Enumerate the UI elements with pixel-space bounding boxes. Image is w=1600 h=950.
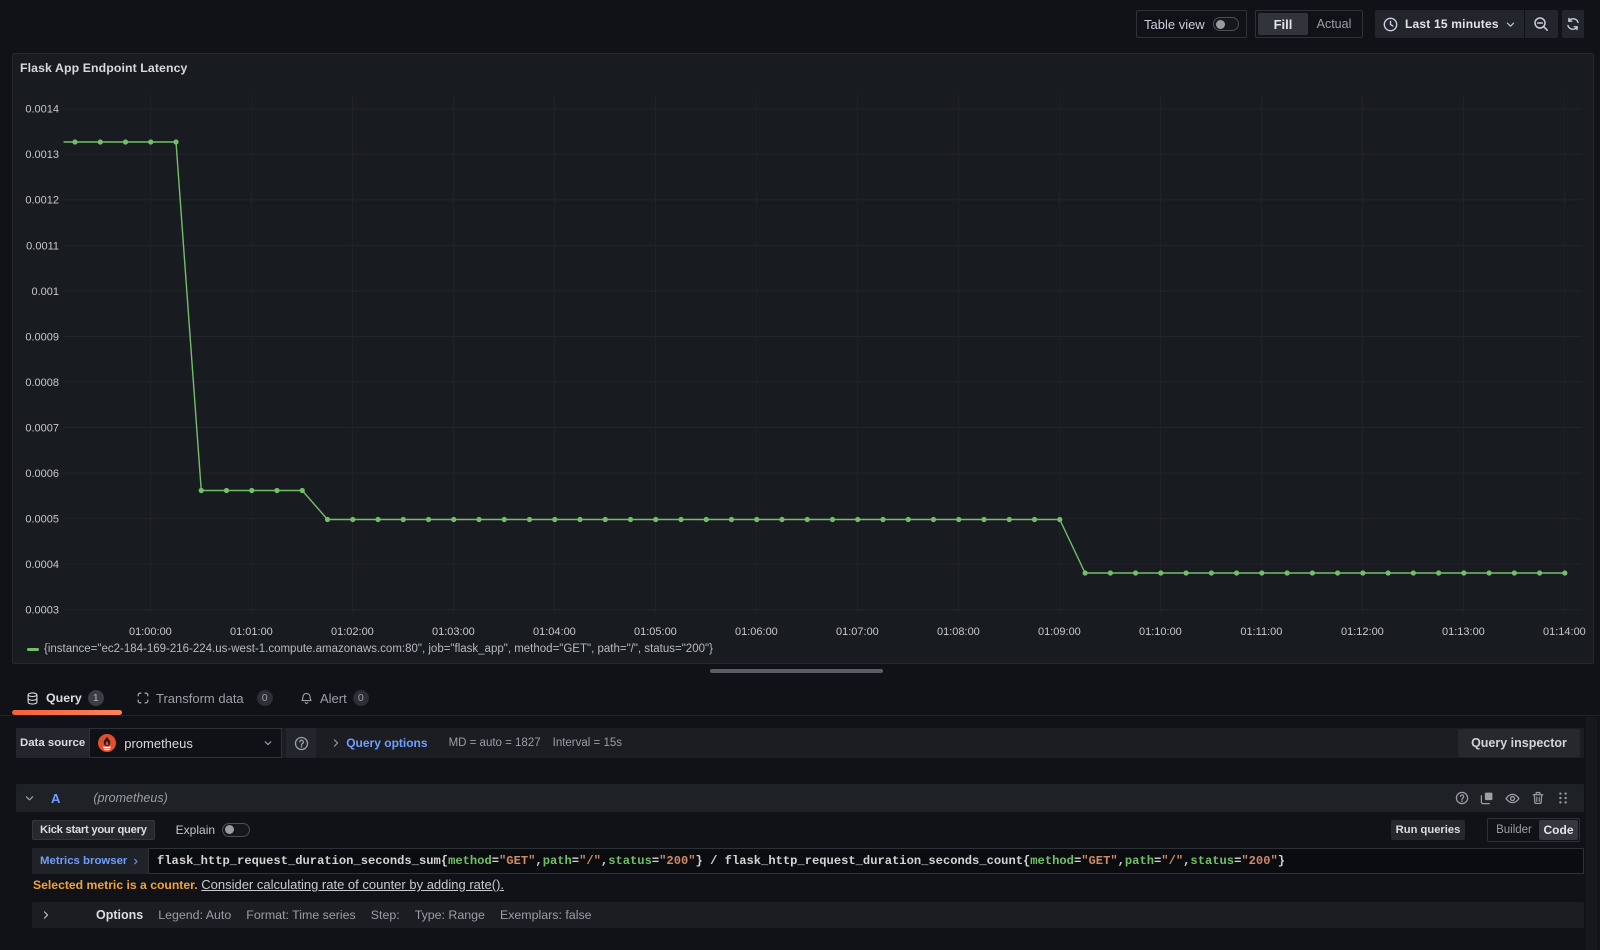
svg-text:01:09:00: 01:09:00 xyxy=(1038,626,1081,638)
svg-text:0.0009: 0.0009 xyxy=(25,331,59,343)
svg-text:01:07:00: 01:07:00 xyxy=(836,626,879,638)
svg-text:0.0008: 0.0008 xyxy=(25,377,59,389)
svg-text:01:14:00: 01:14:00 xyxy=(1543,626,1586,638)
svg-text:0.0007: 0.0007 xyxy=(25,422,59,434)
svg-text:0.0013: 0.0013 xyxy=(25,149,59,161)
svg-text:01:02:00: 01:02:00 xyxy=(331,626,374,638)
svg-text:0.0014: 0.0014 xyxy=(25,104,59,116)
svg-text:0.0005: 0.0005 xyxy=(25,513,59,525)
svg-text:01:05:00: 01:05:00 xyxy=(634,626,677,638)
svg-text:01:11:00: 01:11:00 xyxy=(1240,626,1282,638)
svg-text:01:00:00: 01:00:00 xyxy=(129,626,172,638)
svg-text:01:01:00: 01:01:00 xyxy=(230,626,273,638)
svg-text:0.0006: 0.0006 xyxy=(25,468,59,480)
svg-text:0.0003: 0.0003 xyxy=(25,604,59,616)
svg-text:01:12:00: 01:12:00 xyxy=(1341,626,1384,638)
svg-text:01:10:00: 01:10:00 xyxy=(1139,626,1182,638)
svg-text:01:06:00: 01:06:00 xyxy=(735,626,778,638)
svg-text:01:08:00: 01:08:00 xyxy=(937,626,980,638)
svg-text:01:04:00: 01:04:00 xyxy=(533,626,576,638)
svg-text:01:03:00: 01:03:00 xyxy=(432,626,475,638)
svg-text:0.0012: 0.0012 xyxy=(25,195,59,207)
svg-text:0.0004: 0.0004 xyxy=(25,559,59,571)
svg-text:0.0011: 0.0011 xyxy=(26,240,59,252)
svg-text:01:13:00: 01:13:00 xyxy=(1442,626,1485,638)
svg-text:0.001: 0.001 xyxy=(31,286,59,298)
